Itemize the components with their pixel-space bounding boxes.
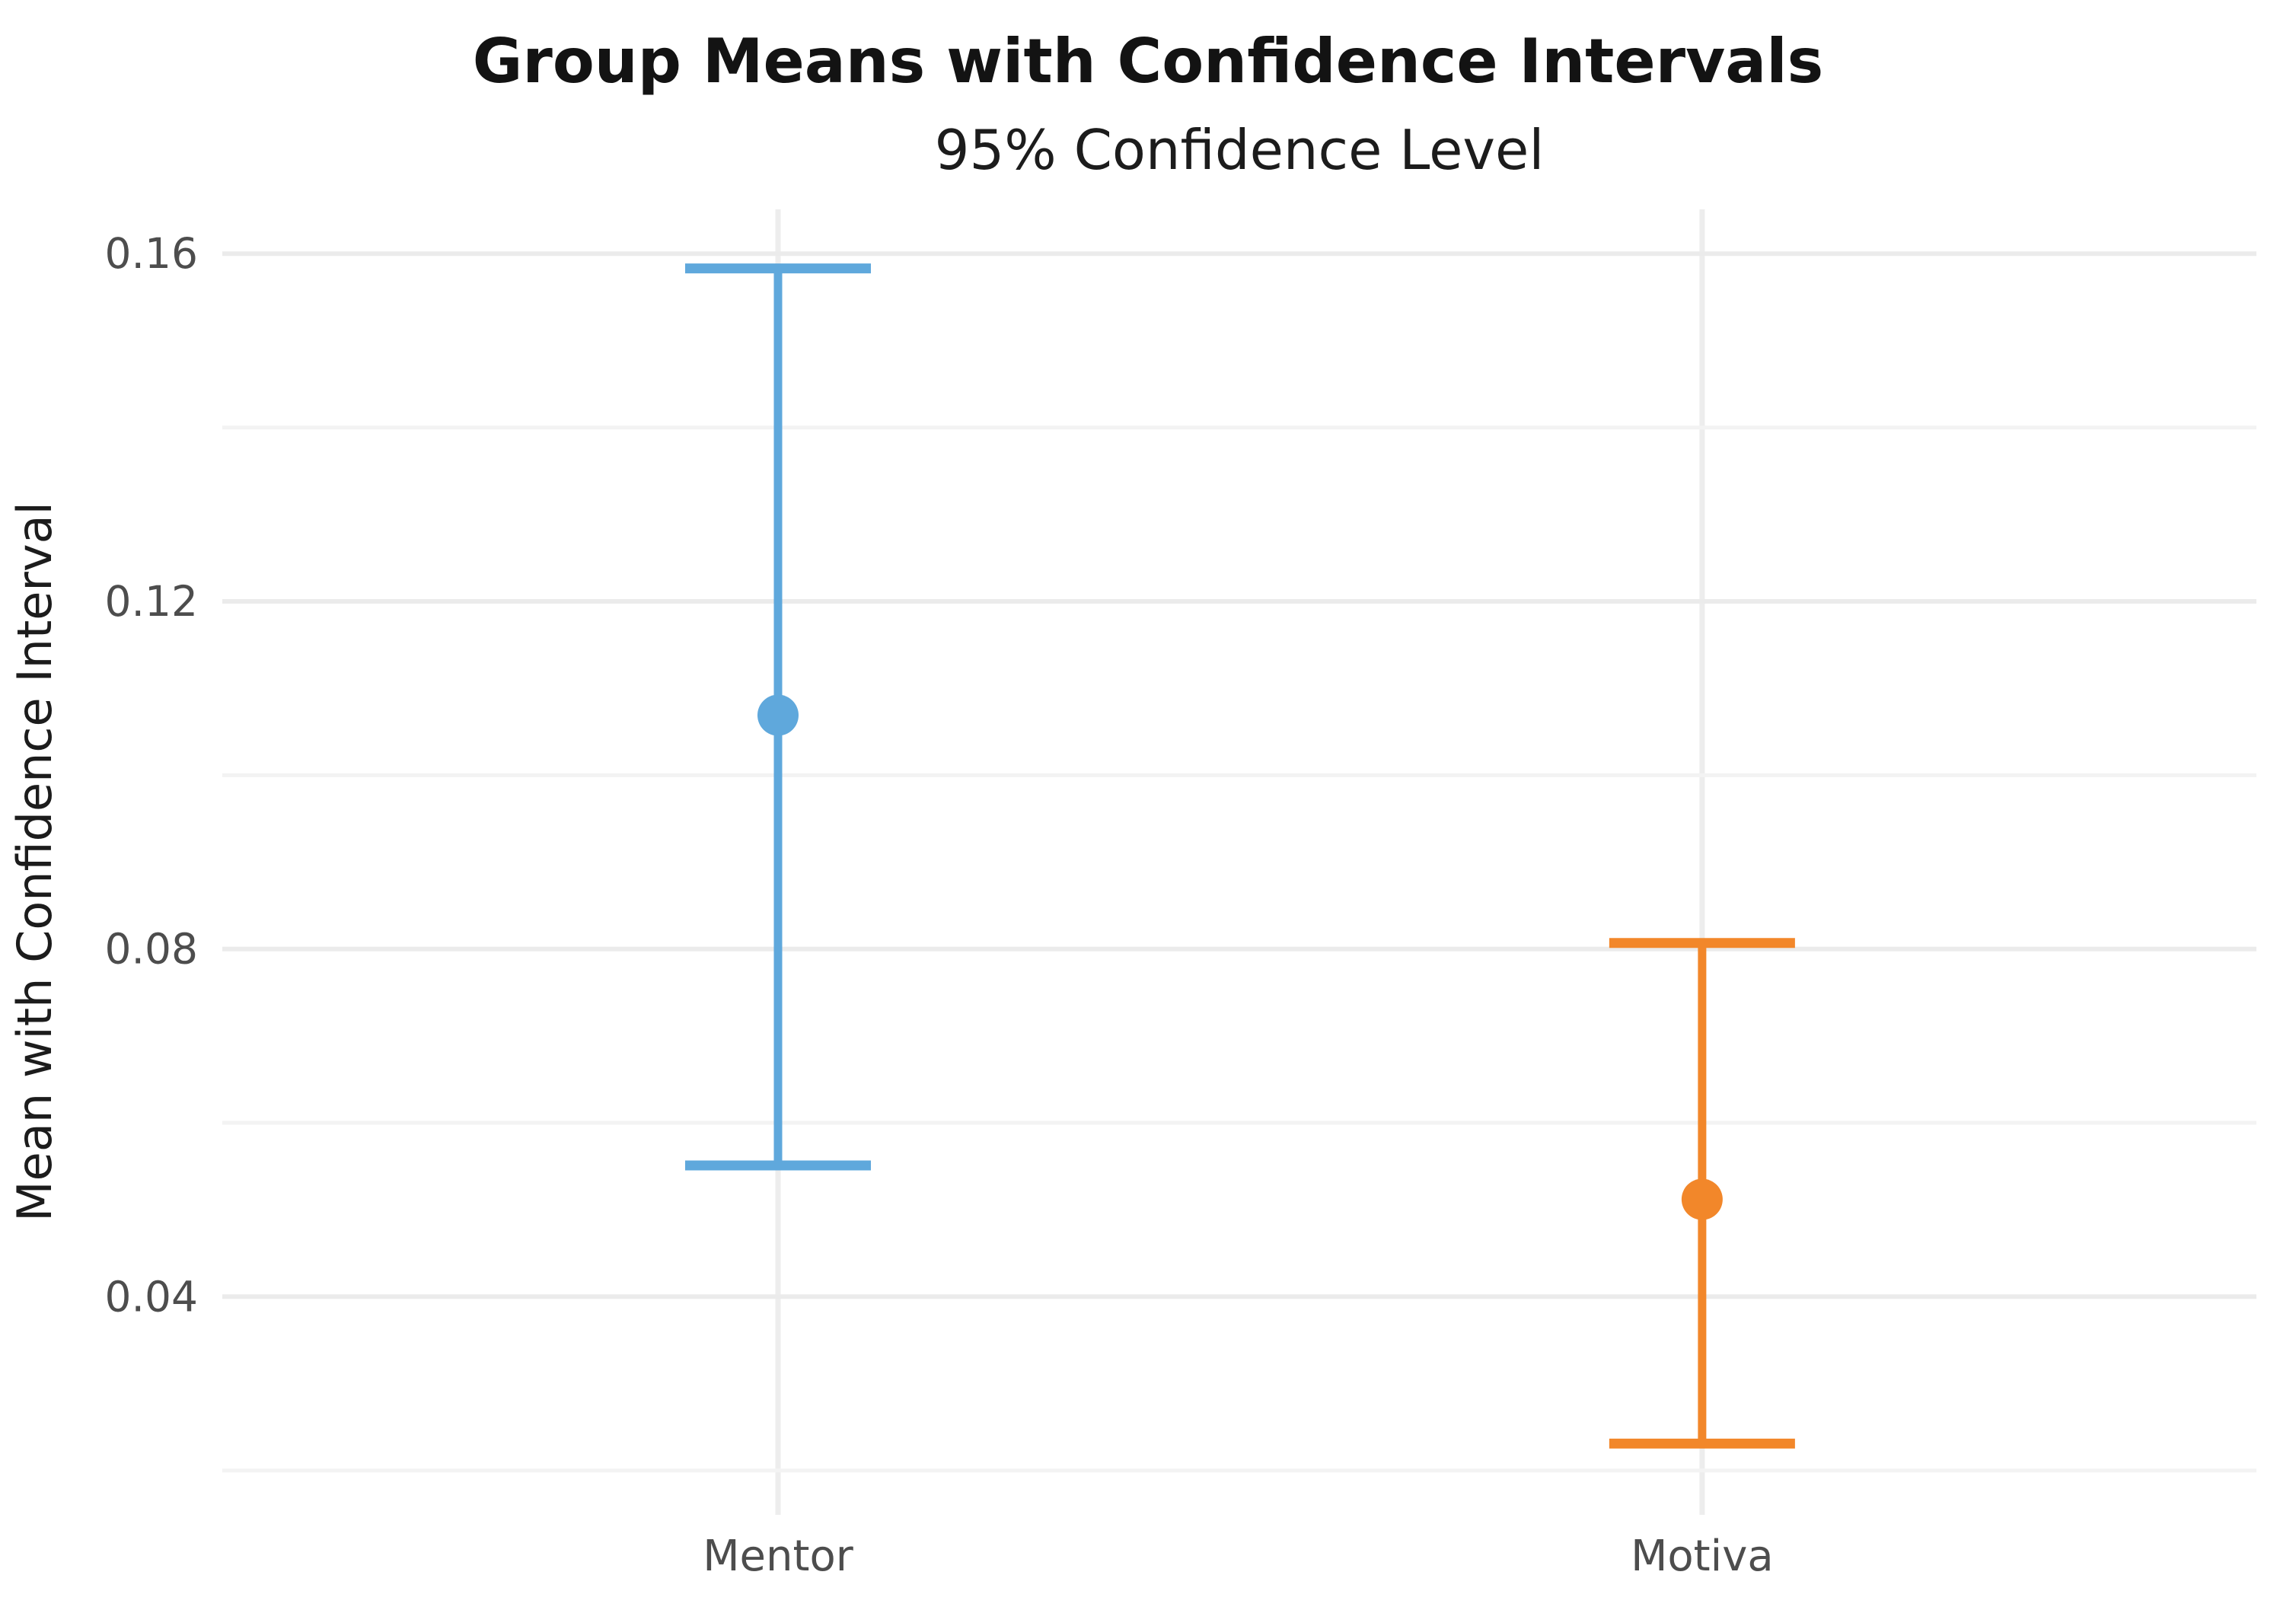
y-tick-label: 0.16: [105, 229, 198, 278]
error-bar-group-motiva: [1609, 938, 1795, 1449]
y-axis-tick-labels-layer: 0.04 0.08 0.12 0.16: [105, 229, 198, 1321]
chart-title: Group Means with Confidence Intervals: [473, 26, 1824, 97]
vertical-gridlines-layer: [775, 209, 1705, 1515]
chart-subtitle: 95% Confidence Level: [935, 118, 1545, 182]
x-axis-tick-labels-layer: Mentor Motiva: [703, 1532, 1773, 1581]
mean-dot: [757, 694, 799, 736]
y-axis-label: Mean with Confidence Interval: [7, 502, 62, 1222]
x-tick-label-motiva: Motiva: [1631, 1532, 1774, 1581]
minor-gridlines-layer: [222, 426, 2256, 1473]
mean-dot: [1681, 1178, 1723, 1220]
major-gridlines-layer: [222, 251, 2256, 1299]
y-tick-label: 0.04: [105, 1272, 198, 1321]
y-tick-label: 0.08: [105, 925, 198, 974]
y-tick-label: 0.12: [105, 577, 198, 626]
error-bar-group-mentor: [684, 263, 871, 1171]
error-bars-layer: [684, 263, 1795, 1449]
x-tick-label-mentor: Mentor: [703, 1532, 853, 1581]
